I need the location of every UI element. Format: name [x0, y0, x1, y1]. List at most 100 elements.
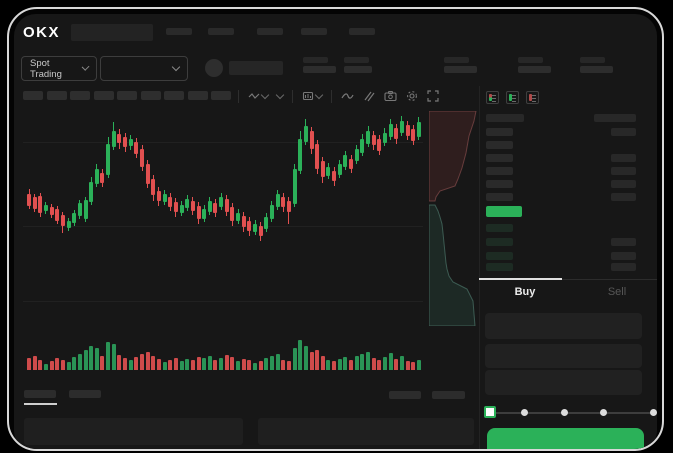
volume-bar — [343, 357, 348, 370]
drawing-tool-skeleton[interactable] — [70, 91, 90, 100]
candle-body — [269, 205, 274, 219]
candle-body — [27, 194, 31, 206]
order-amount-input-skeleton[interactable] — [485, 344, 642, 368]
candle-body — [190, 201, 195, 211]
order-price-input-skeleton[interactable] — [485, 313, 642, 339]
drawing-tool-skeleton[interactable] — [46, 91, 67, 100]
volume-bar — [236, 361, 241, 370]
book-amount-skeleton — [611, 252, 636, 260]
indicators-icon[interactable] — [302, 90, 324, 102]
volume-histogram — [23, 340, 423, 370]
pair-name-skeleton — [229, 61, 283, 75]
volume-bar — [100, 356, 105, 370]
ticker-stat-label — [580, 57, 605, 63]
header-search-skeleton[interactable] — [71, 24, 153, 41]
slider-dot[interactable] — [650, 409, 657, 416]
interval-icon[interactable] — [248, 90, 270, 102]
volume-bar — [72, 357, 77, 370]
volume-bar — [275, 354, 280, 370]
candle-body — [49, 207, 54, 215]
volume-bar — [190, 360, 195, 370]
slider-dot[interactable] — [561, 409, 568, 416]
volume-bar — [258, 361, 263, 370]
trade-tabs-divider — [479, 279, 657, 280]
candlestick-chart[interactable] — [23, 109, 423, 309]
candle-body — [366, 131, 370, 144]
volume-bar — [66, 362, 71, 370]
orders-panel-skeleton — [24, 418, 243, 445]
slider-handle[interactable] — [484, 406, 496, 418]
nav-item-skeleton[interactable] — [208, 28, 234, 35]
amount-slider-track[interactable] — [491, 412, 654, 414]
book-bar — [529, 94, 532, 101]
volume-bar — [332, 361, 337, 370]
nav-item-skeleton[interactable] — [301, 28, 327, 35]
candle-body — [123, 137, 128, 147]
volume-bar — [281, 360, 286, 370]
bottom-action-skeleton[interactable] — [432, 391, 465, 399]
book-amount-skeleton — [611, 154, 636, 162]
book-dashes — [512, 95, 516, 102]
candle-body — [377, 139, 382, 151]
chevron-down-icon[interactable] — [275, 90, 285, 99]
last-price-pill[interactable] — [486, 206, 522, 217]
volume-bar — [298, 340, 303, 370]
nav-item-skeleton[interactable] — [349, 28, 375, 35]
volume-bar — [382, 357, 387, 370]
candle-body — [343, 155, 348, 167]
order-total-input-skeleton[interactable] — [485, 370, 642, 395]
slider-dot[interactable] — [600, 409, 607, 416]
volume-bar — [27, 358, 31, 370]
toolbar-separator — [331, 89, 332, 103]
drawing-tool-skeleton[interactable] — [117, 91, 137, 100]
candle-body — [258, 226, 263, 236]
panel-divider — [479, 86, 480, 449]
candle-body — [117, 134, 122, 143]
book-amount-skeleton — [611, 180, 636, 188]
tab-buy[interactable]: Buy — [514, 286, 536, 298]
nav-item-skeleton[interactable] — [166, 28, 192, 35]
volume-bar — [32, 356, 37, 370]
settings-icon[interactable] — [406, 90, 418, 102]
okx-logo[interactable]: OKX — [23, 24, 61, 41]
volume-bar — [360, 354, 365, 370]
camera-icon[interactable] — [384, 90, 397, 102]
candle-body — [315, 144, 320, 169]
volume-bar — [399, 356, 404, 370]
book-combined-icon[interactable] — [486, 91, 499, 104]
bottom-tab-active-skeleton[interactable] — [24, 390, 56, 398]
book-asks-icon[interactable] — [526, 91, 539, 104]
slider-dot[interactable] — [521, 409, 528, 416]
drawing-tool-skeleton[interactable] — [93, 91, 114, 100]
candle-body — [320, 161, 325, 177]
drawing-tool-skeleton[interactable] — [211, 91, 231, 100]
candle-body — [298, 139, 303, 171]
line-style-icon[interactable] — [341, 90, 354, 102]
candle-body — [66, 221, 71, 228]
tab-sell[interactable]: Sell — [607, 286, 627, 298]
drawing-tool-skeleton[interactable] — [187, 91, 208, 100]
compare-icon[interactable] — [363, 90, 375, 102]
drawing-tool-skeleton[interactable] — [23, 91, 43, 100]
candle-body — [224, 199, 229, 212]
volume-bar — [405, 361, 410, 370]
drawing-tool-skeleton[interactable] — [164, 91, 184, 100]
header: OKX — [14, 14, 657, 52]
nav-item-skeleton[interactable] — [257, 28, 283, 35]
volume-bar — [411, 362, 416, 370]
pair-selector-dropdown[interactable] — [100, 56, 188, 81]
candle-body — [100, 173, 105, 183]
gridline — [23, 301, 423, 302]
chevron-down-icon — [314, 90, 324, 99]
bottom-action-skeleton[interactable] — [389, 391, 421, 399]
ticker-stat-value — [518, 66, 551, 73]
book-bids-icon[interactable] — [506, 91, 519, 104]
book-header-amount — [594, 114, 636, 122]
buy-submit-button[interactable] — [487, 428, 644, 449]
book-price-skeleton — [486, 180, 513, 188]
bottom-tab-skeleton[interactable] — [69, 390, 101, 398]
drawing-tool-skeleton[interactable] — [140, 91, 161, 100]
market-type-selector[interactable]: Spot Trading — [21, 56, 97, 81]
fullscreen-icon[interactable] — [427, 90, 439, 102]
candle-body — [60, 215, 65, 226]
